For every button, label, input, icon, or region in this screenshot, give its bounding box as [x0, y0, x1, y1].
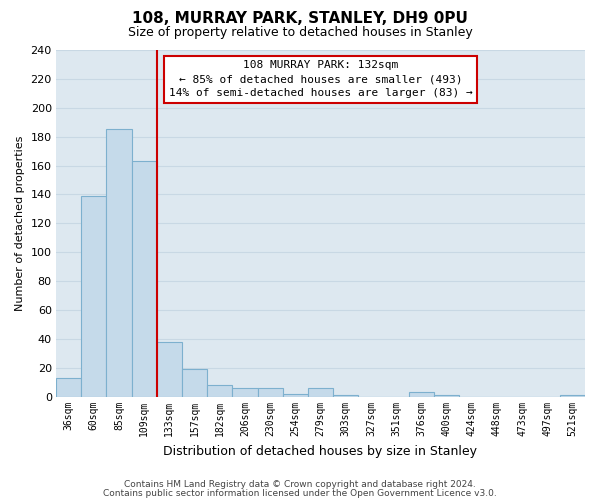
Bar	[81, 196, 106, 397]
Y-axis label: Number of detached properties: Number of detached properties	[15, 136, 25, 311]
Bar	[560, 396, 585, 397]
Bar	[333, 396, 358, 397]
Text: 108 MURRAY PARK: 132sqm
← 85% of detached houses are smaller (493)
14% of semi-d: 108 MURRAY PARK: 132sqm ← 85% of detache…	[169, 60, 472, 98]
Bar	[131, 161, 157, 397]
Bar	[182, 370, 207, 397]
Bar	[207, 385, 232, 397]
Bar	[157, 342, 182, 397]
Bar	[409, 392, 434, 397]
X-axis label: Distribution of detached houses by size in Stanley: Distribution of detached houses by size …	[163, 444, 478, 458]
Bar	[56, 378, 81, 397]
Bar	[232, 388, 257, 397]
Bar	[257, 388, 283, 397]
Text: 108, MURRAY PARK, STANLEY, DH9 0PU: 108, MURRAY PARK, STANLEY, DH9 0PU	[132, 11, 468, 26]
Bar	[434, 396, 459, 397]
Bar	[106, 130, 131, 397]
Text: Contains public sector information licensed under the Open Government Licence v3: Contains public sector information licen…	[103, 488, 497, 498]
Bar	[283, 394, 308, 397]
Bar	[308, 388, 333, 397]
Text: Size of property relative to detached houses in Stanley: Size of property relative to detached ho…	[128, 26, 472, 39]
Text: Contains HM Land Registry data © Crown copyright and database right 2024.: Contains HM Land Registry data © Crown c…	[124, 480, 476, 489]
